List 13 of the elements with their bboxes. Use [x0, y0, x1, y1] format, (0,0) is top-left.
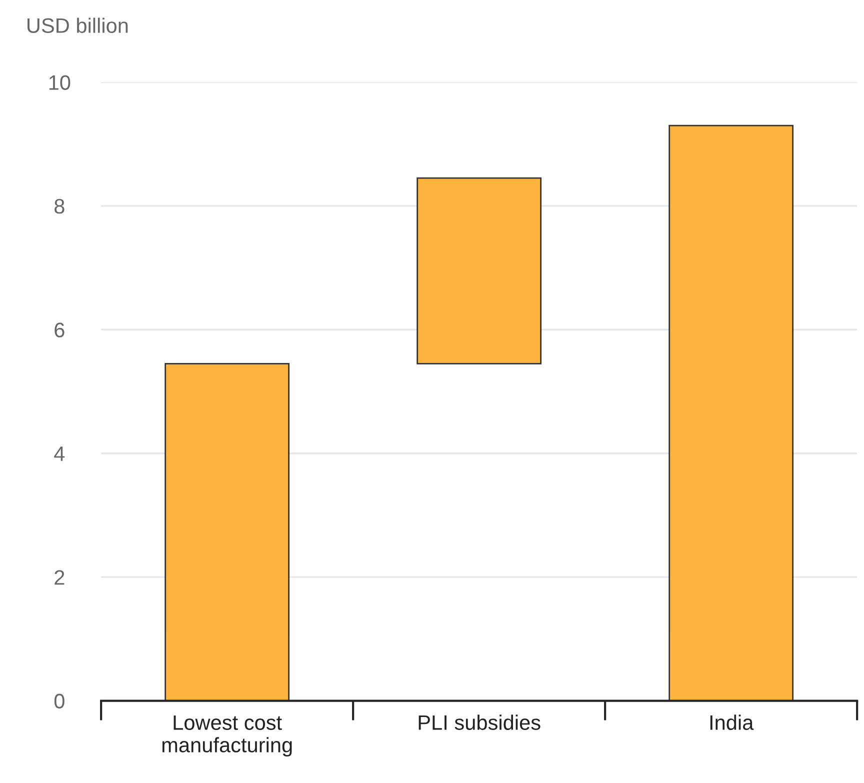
y-tick-label: 8 — [54, 198, 64, 214]
bar — [164, 362, 290, 701]
bar — [416, 177, 542, 364]
y-axis-title: USD billion — [28, 18, 128, 33]
y-tick-label: 10 — [49, 75, 70, 90]
x-tick-label: PLI subsidies — [418, 714, 540, 730]
y-tick-label: 6 — [54, 322, 64, 338]
y-tick-label: 4 — [54, 446, 65, 461]
x-tick-label: India — [710, 714, 754, 730]
y-tick-label: 2 — [54, 570, 64, 585]
x-tick-label: Lowest cost manufacturing — [162, 715, 292, 757]
y-tick-label: 0 — [54, 694, 64, 709]
bar — [668, 124, 794, 701]
